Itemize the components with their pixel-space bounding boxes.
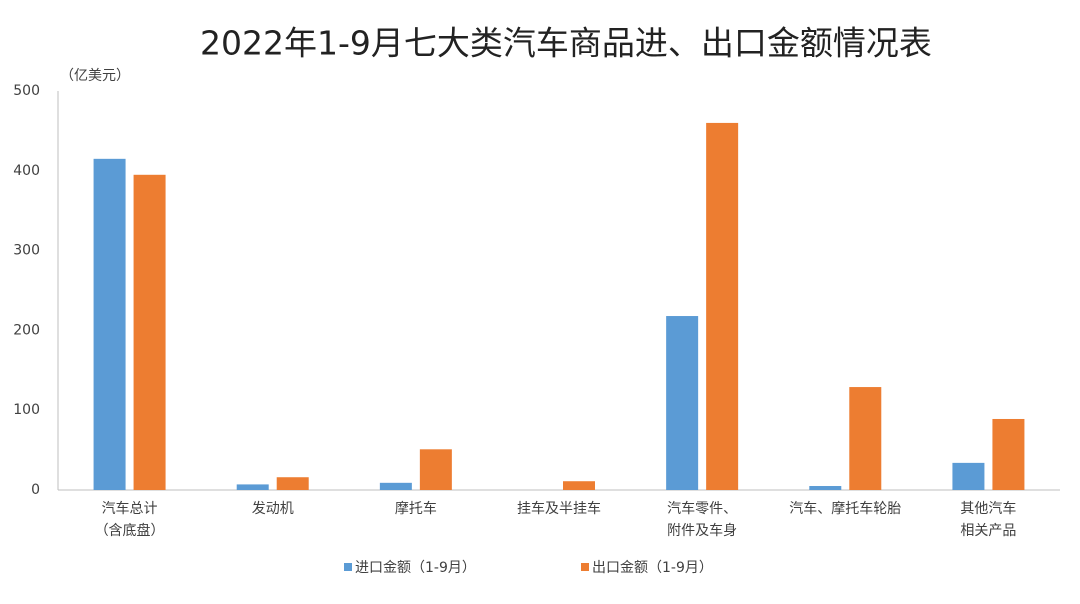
x-tick-label: 汽车零件、 bbox=[667, 500, 737, 517]
bar bbox=[236, 484, 269, 490]
x-tick-label: 挂车及半挂车 bbox=[517, 500, 601, 517]
bar bbox=[809, 486, 842, 490]
bar bbox=[563, 481, 595, 490]
bar bbox=[419, 449, 452, 490]
x-tick-label: 其他汽车 bbox=[960, 500, 1016, 517]
bar bbox=[379, 482, 412, 490]
x-tick-label: （含底盘） bbox=[95, 522, 165, 539]
legend-swatch bbox=[344, 563, 352, 571]
y-tick-label: 200 bbox=[13, 322, 40, 338]
bar bbox=[952, 462, 985, 490]
bar bbox=[133, 174, 166, 491]
y-tick-label: 300 bbox=[13, 243, 40, 259]
x-tick-label: 附件及车身 bbox=[667, 522, 737, 539]
bar bbox=[706, 122, 739, 491]
y-unit: （亿美元） bbox=[60, 68, 130, 84]
x-tick-label: 发动机 bbox=[252, 501, 294, 517]
x-tick-label: 摩托车 bbox=[395, 500, 437, 517]
bar bbox=[276, 477, 309, 490]
legend-swatch bbox=[581, 563, 589, 571]
legend-label: 出口金额（1-9月） bbox=[592, 560, 713, 576]
x-tick-label: 汽车总计 bbox=[102, 500, 158, 517]
bar bbox=[849, 387, 882, 490]
y-tick-label: 400 bbox=[13, 163, 40, 179]
legend-label: 进口金额（1-9月） bbox=[355, 560, 476, 576]
chart-title: 2022年1-9月七大类汽车商品进、出口金额情况表 bbox=[200, 24, 932, 63]
bar bbox=[93, 158, 126, 490]
x-tick-label: 相关产品 bbox=[960, 523, 1016, 539]
x-tick-label: 汽车、摩托车轮胎 bbox=[789, 500, 901, 517]
bar bbox=[666, 316, 699, 490]
y-tick-label: 100 bbox=[13, 402, 40, 418]
bar bbox=[992, 418, 1025, 490]
y-tick-label: 0 bbox=[31, 482, 40, 498]
y-tick-label: 500 bbox=[13, 83, 40, 99]
